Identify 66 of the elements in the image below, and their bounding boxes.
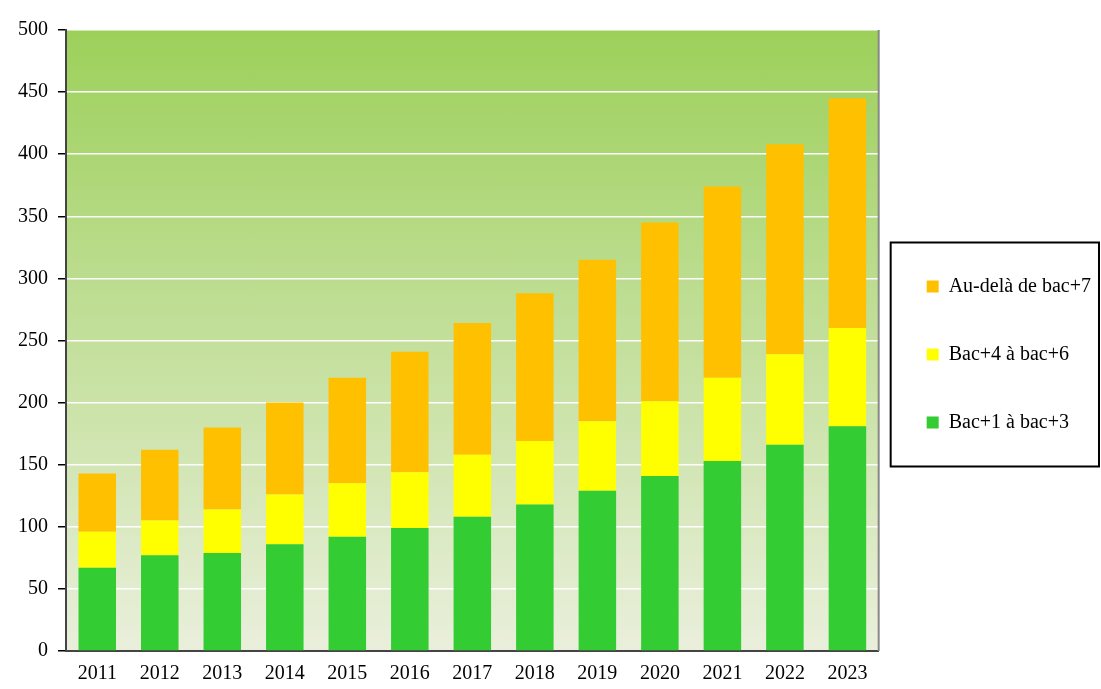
bar <box>78 531 117 568</box>
bar <box>328 377 367 484</box>
legend-label: Bac+4 à bac+6 <box>948 341 1069 364</box>
y-tick-label: 400 <box>18 141 48 164</box>
x-tick-label: 2018 <box>514 661 555 684</box>
bar <box>578 421 617 491</box>
y-tick-label: 50 <box>28 576 48 599</box>
bar <box>828 98 867 329</box>
bar <box>391 351 429 473</box>
bar <box>766 144 804 355</box>
bar <box>328 483 367 537</box>
bar <box>516 441 554 505</box>
x-tick-label: 2016 <box>389 661 430 684</box>
y-tick-label: 350 <box>18 203 48 226</box>
bar <box>641 222 679 402</box>
bar <box>266 494 304 545</box>
x-tick-label: 2012 <box>139 661 180 684</box>
bar <box>828 328 867 427</box>
y-tick-label: 300 <box>18 265 48 288</box>
bar <box>328 536 367 651</box>
bar <box>141 520 179 556</box>
x-tick-label: 2021 <box>702 661 743 684</box>
bar <box>703 186 742 378</box>
bar <box>453 516 492 651</box>
bar <box>141 555 179 651</box>
bar <box>453 454 492 517</box>
bar <box>141 449 179 521</box>
x-tick-label: 2017 <box>452 661 493 684</box>
legend-label: Au-delà de bac+7 <box>948 273 1091 296</box>
bar <box>203 509 242 553</box>
x-tick-label: 2013 <box>202 661 243 684</box>
y-tick-label: 500 <box>18 17 48 40</box>
bar <box>578 490 617 651</box>
legend-label: Bac+1 à bac+3 <box>948 409 1069 432</box>
bar <box>266 402 304 495</box>
bar <box>828 426 867 651</box>
bar <box>266 544 304 651</box>
bar <box>453 323 492 455</box>
bar <box>391 528 429 651</box>
x-tick-label: 2023 <box>827 661 868 684</box>
bar <box>203 552 242 651</box>
bar <box>516 293 554 442</box>
bar <box>203 427 242 510</box>
bar <box>703 460 742 651</box>
x-tick-label: 2022 <box>764 661 805 684</box>
bar <box>78 567 117 651</box>
bar <box>703 377 742 461</box>
x-tick-label: 2015 <box>327 661 368 684</box>
bar <box>641 475 679 651</box>
bar <box>641 401 679 476</box>
x-tick-label: 2019 <box>577 661 618 684</box>
bar <box>766 444 804 651</box>
y-tick-label: 200 <box>18 389 48 412</box>
bar <box>578 259 617 422</box>
y-tick-label: 150 <box>18 451 48 474</box>
y-tick-label: 0 <box>38 638 48 661</box>
bar <box>78 473 117 532</box>
bar <box>516 504 554 651</box>
x-tick-label: 2011 <box>77 661 117 684</box>
y-tick-label: 100 <box>18 514 48 537</box>
y-tick-label: 450 <box>18 79 48 102</box>
x-tick-label: 2014 <box>264 661 305 684</box>
bar <box>391 472 429 529</box>
x-tick-label: 2020 <box>639 661 680 684</box>
y-tick-label: 250 <box>18 327 48 350</box>
bar <box>766 354 804 445</box>
